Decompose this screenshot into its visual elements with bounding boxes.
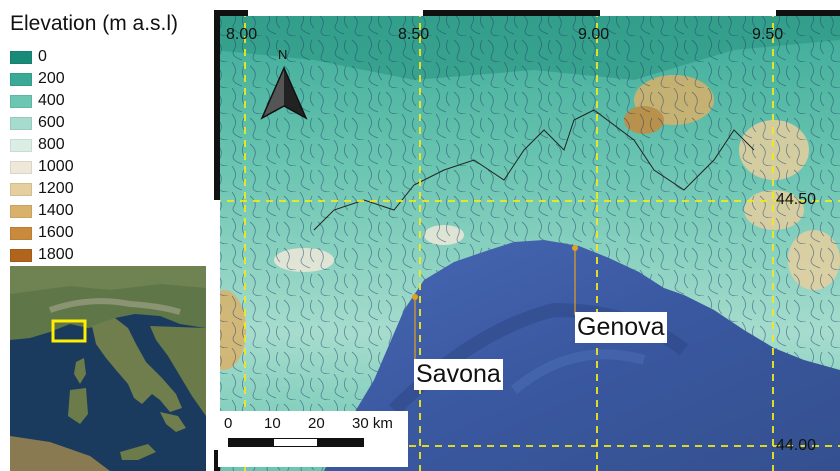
scale-tick-30: 30 km <box>352 415 393 432</box>
scale-seg-2 <box>273 438 318 447</box>
scale-seg-3 <box>318 438 364 447</box>
legend-item: 0 <box>10 46 74 68</box>
legend-title: Elevation (m a.s.l) <box>10 12 179 35</box>
lon-label-9-50: 9.50 <box>752 26 784 43</box>
legend-item: 1400 <box>10 200 74 222</box>
scale-tick-20: 20 <box>308 415 325 432</box>
inset-area-highlight <box>51 319 87 343</box>
city-label-genova: Genova <box>575 312 667 343</box>
legend-label: 0 <box>38 48 47 65</box>
north-arrow-label: N <box>278 47 288 62</box>
legend-label: 1800 <box>38 246 74 263</box>
legend-swatch <box>10 94 32 108</box>
legend-item: 400 <box>10 90 74 112</box>
sea-area <box>324 240 840 471</box>
italy-inset-map <box>10 266 206 471</box>
lat-label-44-50: 44.50 <box>776 191 817 208</box>
lat-label-44-00: 44.00 <box>776 437 817 454</box>
legend-item: 800 <box>10 134 74 156</box>
inset-satellite-image <box>10 266 206 471</box>
legend-item: 1800 <box>10 244 74 266</box>
legend-swatch <box>10 72 32 86</box>
north-arrow-icon <box>260 66 308 120</box>
scale-tick-10: 10 <box>264 415 281 432</box>
legend-item: 1200 <box>10 178 74 200</box>
legend-swatch <box>10 116 32 130</box>
legend-label: 1200 <box>38 180 74 197</box>
legend-item: 1600 <box>10 222 74 244</box>
legend-label: 600 <box>38 114 65 131</box>
lon-label-9-00: 9.00 <box>578 26 610 43</box>
legend-label: 1600 <box>38 224 74 241</box>
legend-swatch <box>10 182 32 196</box>
legend-swatch <box>10 160 32 174</box>
legend-label: 800 <box>38 136 65 153</box>
admin-boundary <box>313 109 755 231</box>
city-label-savona: Savona <box>414 359 503 390</box>
savona-marker <box>412 294 418 300</box>
legend-items: 0 200 400 600 800 1000 1200 1400 1600 1800 <box>10 46 74 266</box>
scale-tick-0: 0 <box>224 415 233 432</box>
legend-swatch <box>10 204 32 218</box>
legend-item: 200 <box>10 68 74 90</box>
legend-item: 600 <box>10 112 74 134</box>
legend-label: 1400 <box>38 202 74 219</box>
legend-label: 1000 <box>38 158 74 175</box>
legend-label: 200 <box>38 70 65 87</box>
elevation-map <box>214 10 840 471</box>
legend-swatch <box>10 248 32 262</box>
legend-swatch <box>10 50 32 64</box>
scale-seg-1 <box>228 438 273 447</box>
map-canvas <box>214 10 840 471</box>
legend-label: 400 <box>38 92 65 109</box>
lon-label-8-50: 8.50 <box>398 26 430 43</box>
legend-swatch <box>10 226 32 240</box>
lon-label-8-00: 8.00 <box>226 26 258 43</box>
genova-marker <box>572 245 578 251</box>
scale-bar: 0 10 20 30 km <box>218 411 408 467</box>
legend-swatch <box>10 138 32 152</box>
legend-item: 1000 <box>10 156 74 178</box>
elevation-legend: Elevation (m a.s.l) 0 200 400 600 800 1000 120… <box>0 0 214 263</box>
